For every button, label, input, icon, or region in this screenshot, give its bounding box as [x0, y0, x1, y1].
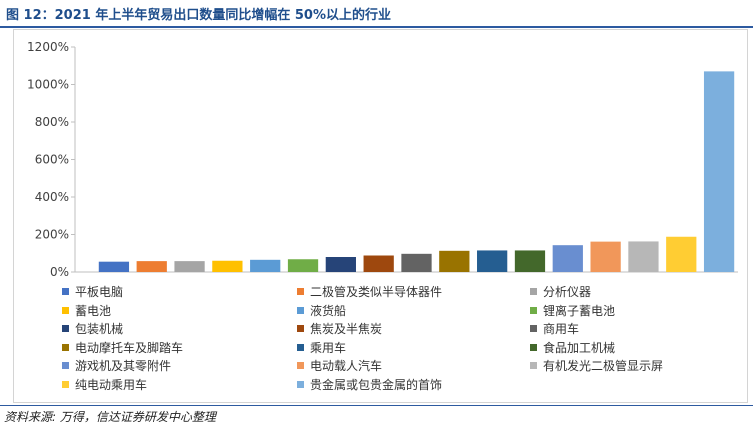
- chart-frame: [13, 29, 748, 403]
- y-tick-label: 1000%: [27, 78, 69, 92]
- bar: [174, 261, 205, 272]
- source-note: 资料来源: 万得，信达证券研发中心整理: [4, 410, 216, 424]
- y-tick-label: 1200%: [27, 40, 69, 54]
- bar: [98, 261, 130, 272]
- bar: [590, 241, 621, 272]
- bar: [287, 259, 319, 272]
- bar: [666, 236, 697, 272]
- bar: [212, 260, 243, 272]
- bar: [401, 253, 432, 272]
- bar: [439, 250, 470, 272]
- bar: [136, 261, 167, 272]
- bar: [325, 257, 356, 272]
- bar: [628, 241, 659, 272]
- y-tick-label: 800%: [35, 115, 69, 129]
- y-tick-label: 200%: [35, 228, 69, 242]
- y-tick-label: 0%: [50, 265, 69, 279]
- source-rule: [0, 405, 753, 406]
- bar: [250, 259, 281, 272]
- bar: [514, 250, 546, 272]
- bar: [703, 71, 735, 272]
- figure-title: 图 12：2021 年上半年贸易出口数量同比增幅在 50%以上的行业: [6, 8, 391, 23]
- y-tick-label: 400%: [35, 190, 69, 204]
- title-rule: [0, 26, 753, 28]
- bar: [477, 250, 508, 272]
- y-tick-label: 600%: [35, 153, 69, 167]
- bar: [363, 255, 394, 272]
- bar: [552, 245, 583, 272]
